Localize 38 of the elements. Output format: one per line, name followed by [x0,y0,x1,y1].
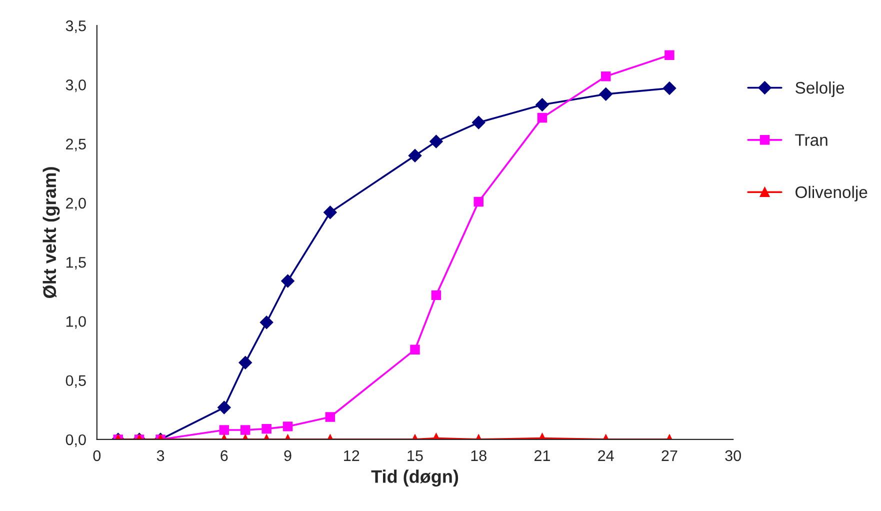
point [431,290,442,300]
point [536,98,549,112]
x-tick-label: 9 [284,450,292,462]
y-tick-label: 2,5 [66,138,86,152]
y-tick-label: 0,0 [66,434,86,447]
x-tick-label: 21 [534,450,550,461]
point [430,134,443,148]
x-tick-label: 15 [408,450,423,462]
y-axis-title: Økt vekt (gram) [42,167,60,298]
x-tick-label: 0 [93,450,101,462]
y-tick-label: 2,0 [66,198,86,210]
y-tick-label: 0,5 [66,375,86,388]
point [408,149,422,162]
legend-label: Tran [795,134,828,146]
point [662,82,676,95]
point [537,112,548,123]
point [600,72,611,82]
legend-label: Olivenolje [796,186,868,202]
point [664,50,674,60]
x-tick-label: 6 [220,450,228,462]
x-tick-label: 12 [344,450,360,461]
legend-label: Selolje [796,81,844,98]
point [474,196,484,207]
point [599,88,612,101]
y-tick-label: 1,0 [66,316,86,329]
point [281,274,294,288]
x-tick-label: 24 [598,450,614,461]
x-tick-label: 3 [156,450,164,462]
y-tick-label: 1,5 [66,257,86,270]
x-tick-label: 30 [725,450,741,462]
x-tick-label: 27 [662,450,678,461]
y-tick-label: 3,5 [66,20,86,34]
x-tick-label: 18 [471,450,486,462]
point [260,316,274,329]
point [324,206,337,219]
x-axis-title: Tid (døgn) [371,470,458,487]
y-tick-label: 3,0 [66,80,86,92]
point [472,116,486,130]
